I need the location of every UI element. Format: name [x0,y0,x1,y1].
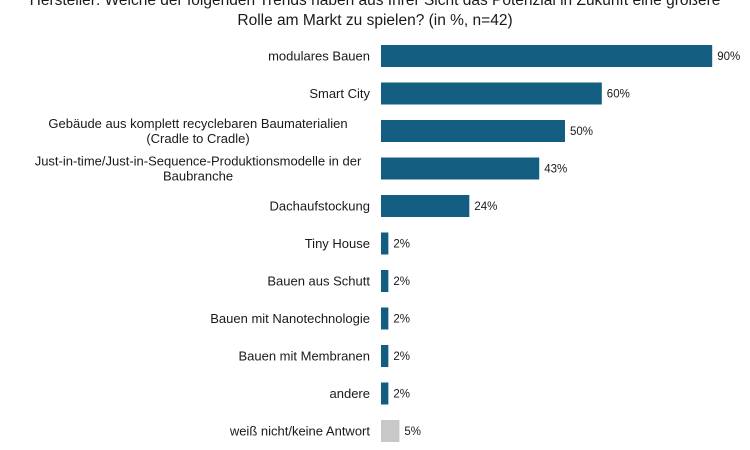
category-label-0: modulares Bauen [268,49,370,64]
value-label-1: 60% [607,89,630,101]
value-label-2: 50% [570,126,593,138]
value-label-5: 2% [393,239,410,251]
category-label-3-line-0: Just-in-time/Just-in-Sequence-Produktion… [35,154,362,169]
bar-10 [381,420,400,442]
category-label-6: Bauen aus Schutt [267,274,370,289]
category-label-8: Bauen mit Membranen [238,349,370,364]
value-label-4: 24% [474,201,497,213]
bar-7 [381,307,389,330]
bar-5 [381,232,389,255]
bar-6 [381,270,389,292]
category-label-2-line-0: Gebäude aus komplett recyclebaren Baumat… [48,116,347,131]
category-label-4: Dachaufstockung [270,199,370,214]
category-label-1: Smart City [309,86,370,101]
category-label-3-line-1: Baubranche [163,169,233,184]
chart-title-line-2: Rolle am Markt zu spielen? (in %, n=42) [237,12,513,29]
chart-title-line-1: Hersteller: Welche der folgenden Trends … [29,0,721,9]
bar-2 [381,120,565,142]
bar-1 [381,82,602,105]
bar-0 [381,45,713,67]
value-label-6: 2% [393,276,410,288]
value-label-0: 90% [717,51,740,63]
value-label-8: 2% [393,351,410,363]
bar-3 [381,157,540,180]
chart-title: Hersteller: Welche der folgenden Trends … [0,0,750,31]
category-label-7: Bauen mit Nanotechnologie [210,311,370,326]
bar-9 [381,382,389,405]
category-label-5: Tiny House [305,236,370,251]
bar-8 [381,345,389,367]
value-label-7: 2% [393,314,410,326]
value-label-9: 2% [393,389,410,401]
category-label-2-line-1: (Cradle to Cradle) [146,131,249,146]
category-label-10: weiß nicht/keine Antwort [229,424,371,439]
value-label-3: 43% [544,164,567,176]
bar-4 [381,195,470,217]
category-label-9: andere [330,386,370,401]
value-label-10: 5% [404,426,421,438]
